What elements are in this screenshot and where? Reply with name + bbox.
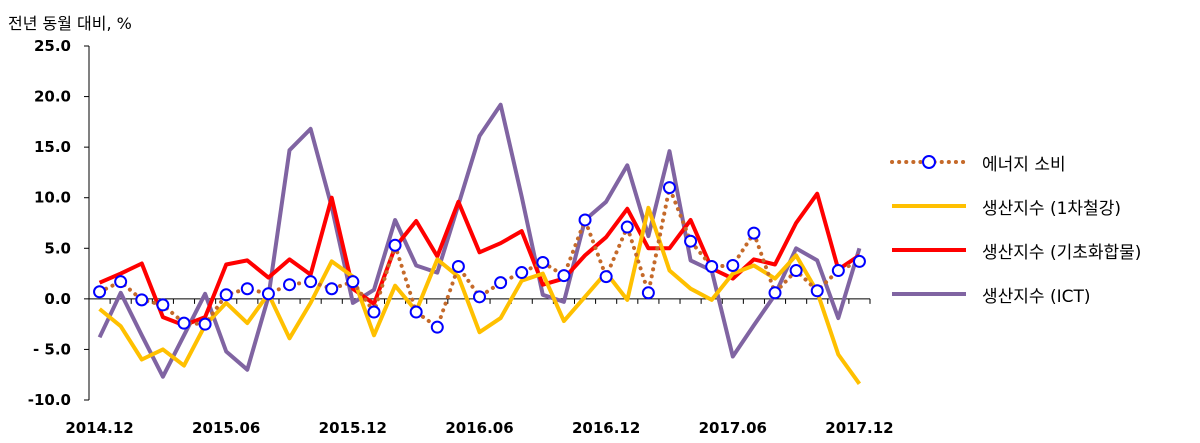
series-line-energy [97, 180, 862, 331]
x-axis: 2014.12 2015.06 2015.12 2016.06 2016.12 2017.… [65, 298, 894, 437]
legend-item-ict: 생산지수 (ICT) [890, 272, 1141, 316]
data-point-energy [578, 213, 592, 227]
legend-label-ict: 생산지수 (ICT) [982, 286, 1091, 307]
x-tick-label: 2015.12 [319, 419, 387, 437]
data-point-energy [599, 270, 613, 284]
data-point-energy [388, 238, 402, 252]
data-point-energy [304, 275, 318, 289]
data-point-energy [473, 290, 486, 304]
data-point-energy [93, 285, 107, 299]
data-point-energy [346, 275, 360, 289]
data-point-energy [198, 317, 212, 331]
data-point-energy [177, 316, 191, 330]
legend-swatch-energy [890, 155, 968, 169]
data-point-energy [662, 181, 676, 195]
data-point-energy [747, 226, 761, 240]
data-point-energy [684, 234, 698, 248]
y-tick-label: 0.0 [44, 290, 71, 308]
y-tick-label: 15.0 [34, 138, 71, 156]
y-tick-label: 5.0 [44, 239, 71, 257]
x-tick-label: 2017.06 [699, 419, 767, 437]
data-point-energy [409, 305, 423, 319]
y-axis: 25.0 20.0 15.0 10.0 5.0 0.0 - 5.0 -10.0 [28, 37, 90, 409]
data-point-energy [789, 264, 803, 278]
data-point-energy [620, 220, 634, 234]
series-layer [93, 102, 866, 385]
data-point-energy [430, 320, 444, 334]
data-point-energy [705, 259, 719, 273]
data-point-energy [135, 293, 149, 307]
legend: 에너지 소비 생산지수 (1차철강) 생산지수 (기초화합물) 생산지수 (IC… [890, 140, 1141, 316]
x-tick-label: 2014.12 [65, 419, 133, 437]
data-point-energy [810, 284, 824, 298]
legend-item-steel: 생산지수 (1차철강) [890, 184, 1141, 228]
legend-swatch-steel [892, 204, 966, 208]
series-line-steel [98, 205, 862, 385]
legend-item-chemical: 생산지수 (기초화합물) [890, 228, 1141, 272]
data-point-energy [156, 298, 170, 312]
data-point-energy [536, 255, 550, 269]
x-tick-label: 2016.12 [572, 419, 640, 437]
y-tick-label: - 5.0 [33, 340, 71, 358]
y-tick-label: 20.0 [34, 88, 71, 106]
data-point-energy [114, 275, 128, 289]
data-point-energy [219, 288, 233, 302]
x-tick-label: 2016.06 [445, 419, 513, 437]
data-point-energy [557, 269, 571, 283]
data-point-energy [726, 258, 740, 272]
y-tick-label: -10.0 [28, 391, 71, 409]
series-line-ict [97, 102, 862, 379]
data-point-energy [325, 282, 339, 296]
y-tick-label: 10.0 [34, 189, 71, 207]
data-point-energy [451, 259, 465, 273]
series-line-chemical [98, 191, 861, 328]
data-point-energy [240, 282, 254, 296]
legend-swatch-chemical [892, 248, 966, 252]
data-point-energy [515, 266, 529, 280]
y-unit-label: 전년 동월 대비, % [8, 14, 132, 33]
data-point-energy [831, 264, 845, 278]
data-point-energy [367, 305, 381, 319]
legend-swatch-ict [892, 292, 966, 296]
x-tick-label: 2017.12 [825, 419, 893, 437]
legend-label-steel: 생산지수 (1차철강) [982, 198, 1121, 219]
legend-label-chemical: 생산지수 (기초화합물) [982, 242, 1142, 263]
y-tick-label: 25.0 [34, 37, 71, 55]
data-point-energy [852, 254, 866, 268]
data-point-energy [494, 276, 508, 290]
legend-item-energy: 에너지 소비 [890, 140, 1141, 184]
data-point-energy [768, 286, 782, 300]
x-tick-label: 2015.06 [192, 419, 260, 437]
data-point-energy [261, 287, 275, 301]
data-point-energy [641, 286, 655, 300]
legend-label-energy: 에너지 소비 [982, 154, 1066, 175]
data-point-energy [283, 278, 297, 292]
